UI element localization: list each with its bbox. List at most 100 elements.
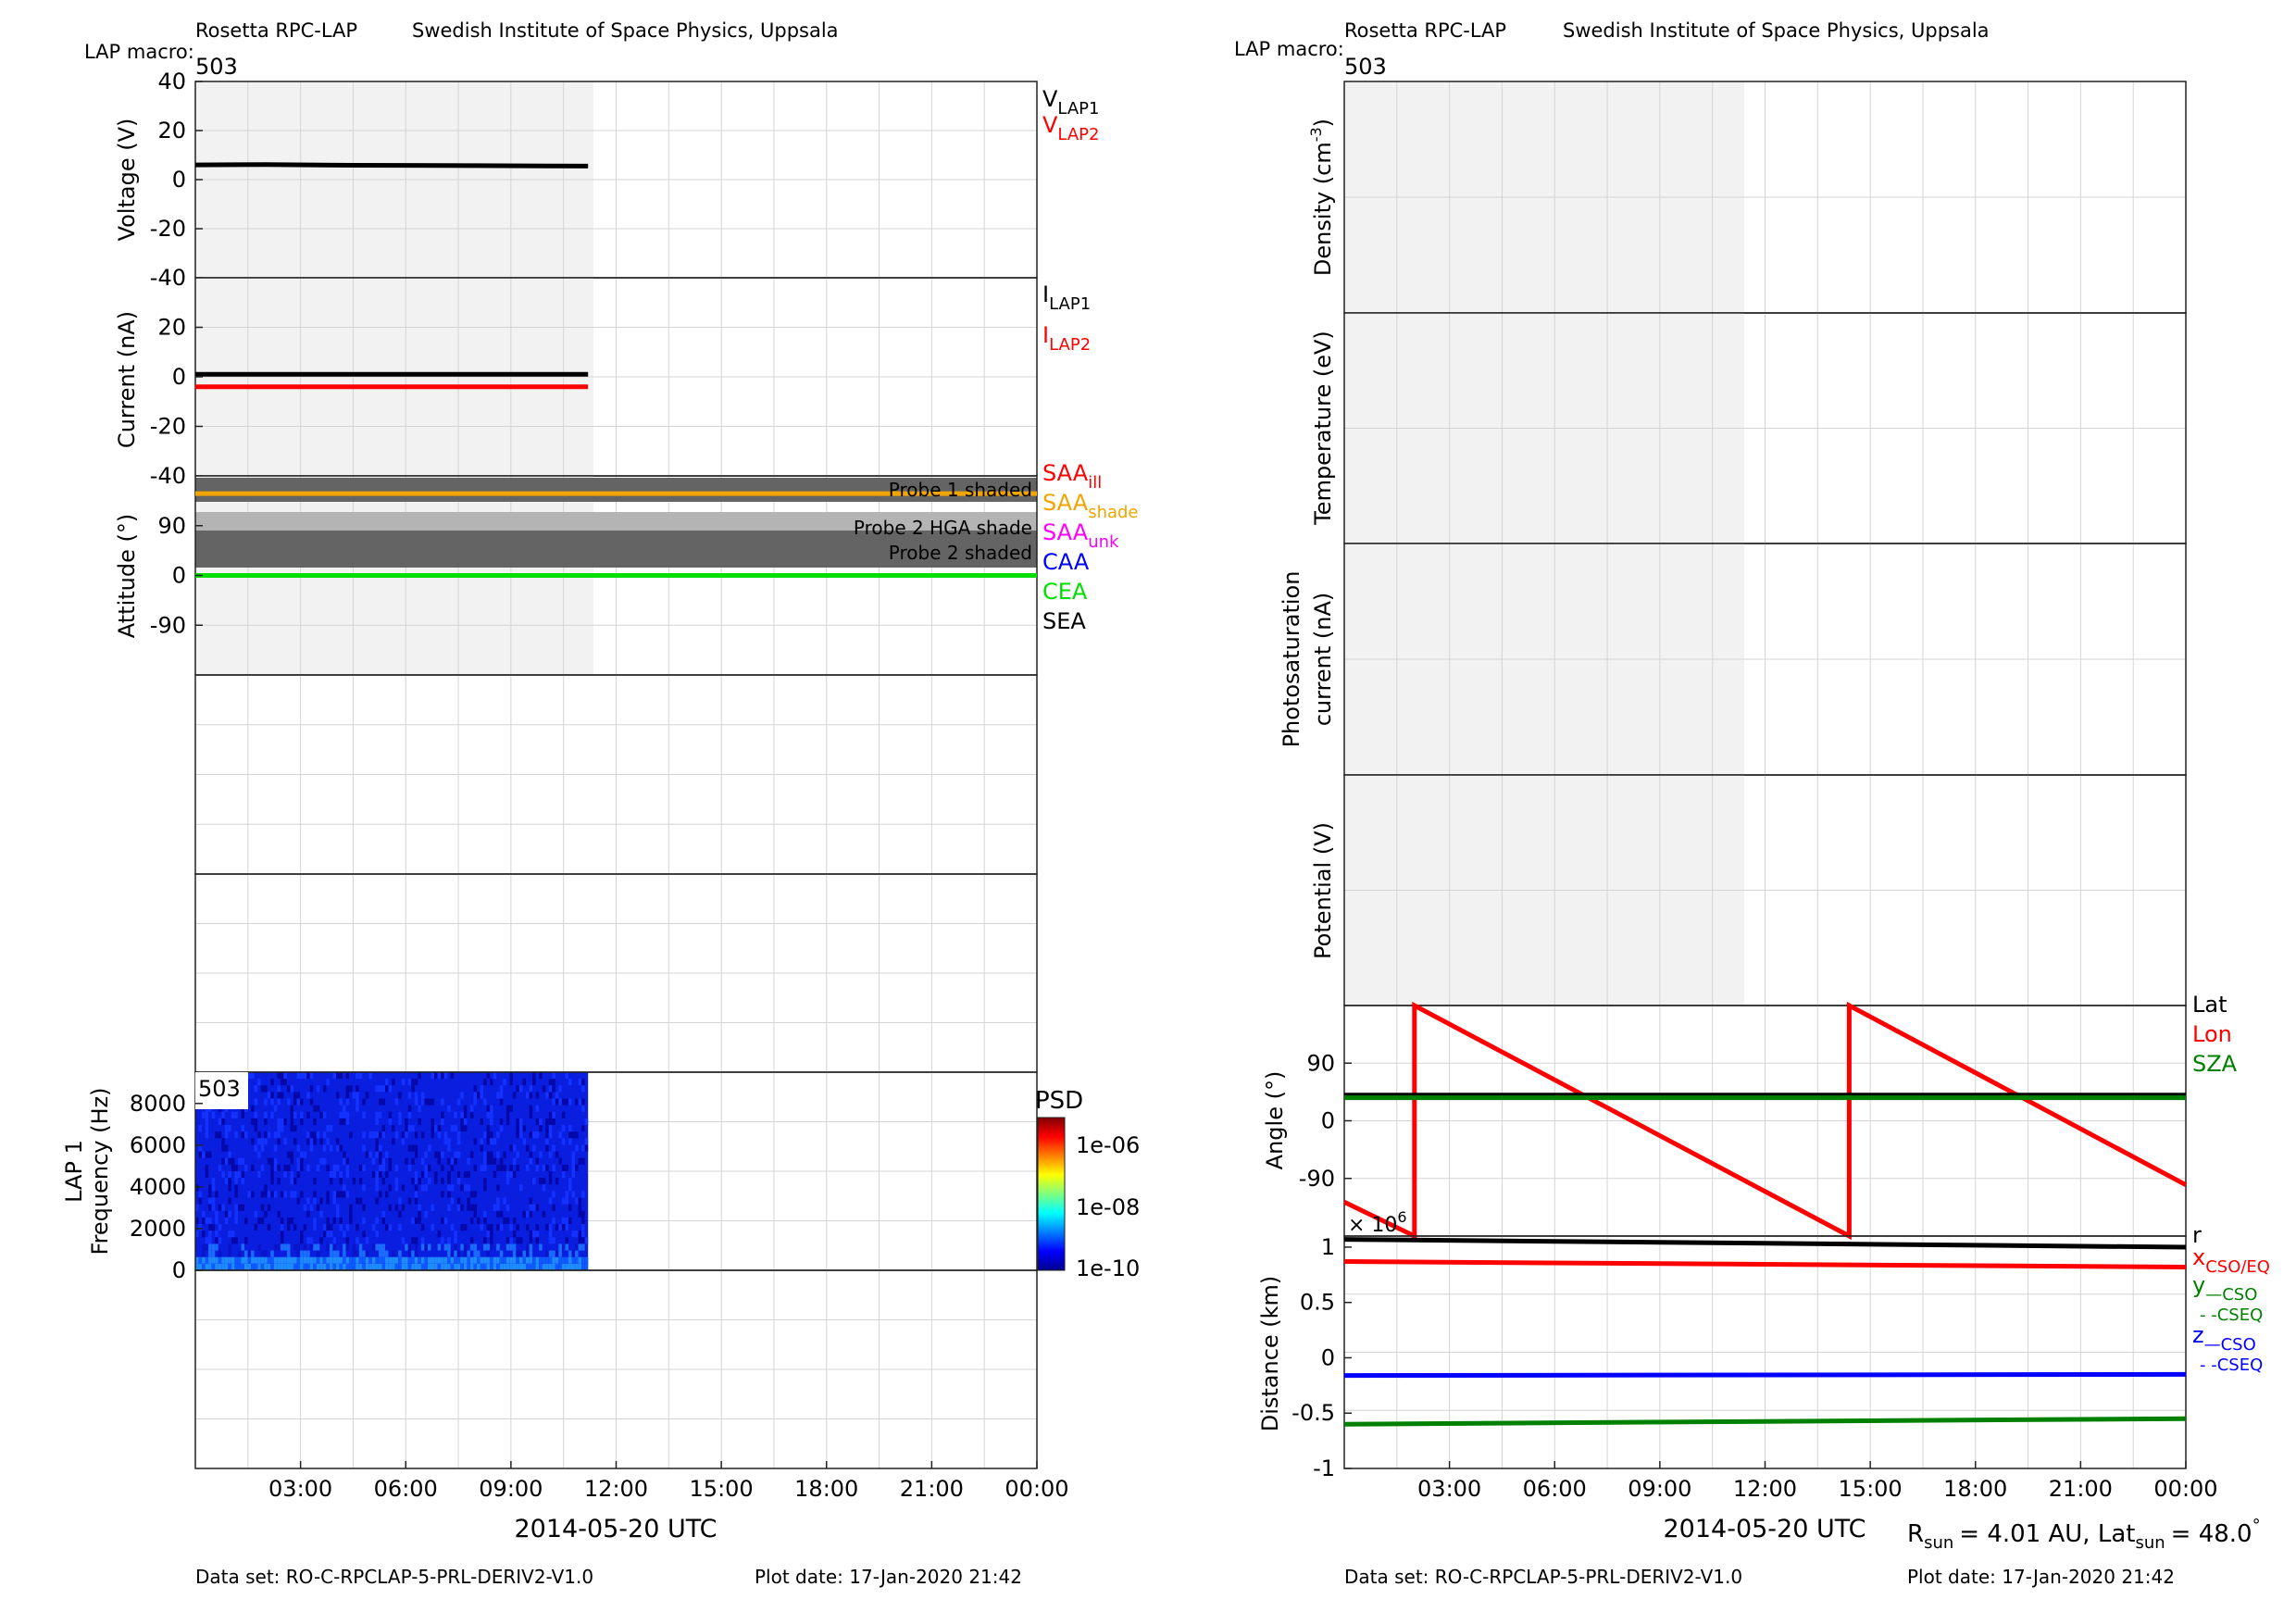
spectrogram-cell [565, 1197, 568, 1205]
spectrogram-cell [375, 1256, 379, 1264]
spectrogram-cell [283, 1263, 287, 1270]
spectrogram-cell [424, 1184, 428, 1192]
spectrogram-cell [539, 1243, 543, 1251]
spectrogram-cell [329, 1144, 333, 1152]
spectrogram-cell [283, 1079, 287, 1086]
panel-angle: 90 0 -90 Angle (°) Lat Lon SZA [1262, 992, 2238, 1241]
spectrogram-cell [215, 1191, 218, 1198]
spectrogram-cell [516, 1118, 519, 1125]
spectrogram-cell [460, 1224, 464, 1231]
spectrogram-cell [332, 1197, 336, 1205]
spectrogram-cell [375, 1085, 379, 1093]
spectrogram-cell [441, 1178, 444, 1185]
left-x-axis-title: 2014-05-20 UTC [514, 1515, 717, 1543]
spectrogram-cell [401, 1184, 406, 1192]
spectrogram-cell [460, 1092, 464, 1099]
spectrogram-cell [499, 1118, 504, 1125]
spectrogram-cell [205, 1237, 209, 1244]
spectrogram-cell [221, 1256, 225, 1264]
spectrogram-cell [234, 1256, 238, 1264]
spectrogram-cell [539, 1178, 543, 1185]
spectrogram-cell [221, 1138, 225, 1145]
spectrogram-cell [463, 1105, 468, 1112]
grid [195, 278, 1037, 476]
spectrogram-cell [522, 1250, 526, 1257]
spectrogram-cell [215, 1217, 218, 1224]
spectrogram-cell [280, 1079, 284, 1086]
series-layer [194, 162, 589, 169]
spectrogram-cell [371, 1256, 376, 1264]
spectrogram-cell [231, 1263, 235, 1270]
spectrogram-cell [441, 1217, 444, 1224]
spectrogram-cell [450, 1263, 455, 1270]
spectrogram-cell [398, 1250, 402, 1257]
spectrogram-cell [332, 1164, 336, 1171]
spectrogram-cell [447, 1263, 451, 1270]
spectrogram-cell [496, 1164, 500, 1171]
spectrogram-cell [420, 1157, 425, 1165]
spectrogram-cell [238, 1157, 242, 1165]
spectrogram-cell [244, 1237, 248, 1244]
spectrogram-cell [316, 1204, 320, 1211]
spectrogram-cell [545, 1118, 549, 1125]
spectrogram-cell [526, 1250, 530, 1257]
spectrogram-cell [581, 1191, 585, 1198]
spectrogram-cell [313, 1243, 317, 1251]
spectrogram-cell [336, 1210, 340, 1218]
spectrogram-cell [503, 1151, 506, 1158]
spectrogram-cell [283, 1191, 287, 1198]
spectrogram-cell [424, 1098, 428, 1106]
spectrogram-cell [365, 1092, 369, 1099]
spectrogram-cell [565, 1256, 568, 1264]
spectrogram-cell [215, 1256, 218, 1264]
spectrogram-cell [552, 1263, 555, 1270]
series-line-r [1343, 1237, 2187, 1250]
spectrogram-cell [385, 1171, 389, 1179]
spectrogram-cell [319, 1197, 323, 1205]
spectrogram-cell [313, 1191, 317, 1198]
xtick-label: 12:00 [1733, 1476, 1797, 1502]
spectrogram-cell [303, 1224, 307, 1231]
spectrogram-cell [345, 1157, 350, 1165]
spectrogram-cell [486, 1072, 491, 1080]
spectrogram-cell [339, 1118, 343, 1125]
spectrogram-cell [280, 1237, 284, 1244]
spectrogram-cell [503, 1256, 506, 1264]
spectrogram-cell [486, 1111, 491, 1118]
spectrogram-cell [300, 1250, 304, 1257]
spectrogram-cell [388, 1224, 393, 1231]
spectrogram-cell [254, 1256, 258, 1264]
spectrogram-cell [290, 1171, 293, 1179]
spectrogram-cell [447, 1144, 451, 1152]
spectrogram-cell [434, 1125, 438, 1132]
panel-distance: 1 0.5 0 -0.5 -1 × 106 Distance (km) rxCSO/EQ… [1257, 1208, 2270, 1481]
spectrogram-cell [581, 1125, 585, 1132]
spectrogram-cell [558, 1224, 562, 1231]
spectrogram-cell [277, 1178, 281, 1185]
spectrogram-cell [548, 1250, 553, 1257]
spectrogram-cell [306, 1237, 310, 1244]
spectrogram-cell [581, 1098, 585, 1106]
spectrogram-cell [244, 1250, 248, 1257]
spectrogram-cell [430, 1098, 434, 1106]
spectrogram-cell [238, 1204, 242, 1211]
spectrogram-cell [234, 1131, 238, 1139]
spectrogram-cell [561, 1197, 566, 1205]
spectrogram-cell [480, 1085, 483, 1093]
spectrogram-cell [280, 1191, 284, 1198]
spectrogram-cell [379, 1151, 382, 1158]
spectrogram-cell [571, 1151, 575, 1158]
spectrogram-cell [561, 1256, 566, 1264]
annotation-probe1-shaded: Probe 1 shaded [889, 479, 1032, 501]
spectrogram-cell [379, 1157, 382, 1165]
spectrogram-cell [463, 1125, 468, 1132]
spectrogram-cell [290, 1217, 293, 1224]
spectrogram-cell [306, 1131, 310, 1139]
panel-empty-3 [194, 1269, 1038, 1469]
colorbar-tick-label: 1e-06 [1076, 1132, 1140, 1158]
legend-entry: VLAP2 [1042, 112, 1099, 144]
spectrogram-cell [473, 1250, 477, 1257]
spectrogram-cell [283, 1138, 287, 1145]
spectrogram-cell [407, 1144, 412, 1152]
